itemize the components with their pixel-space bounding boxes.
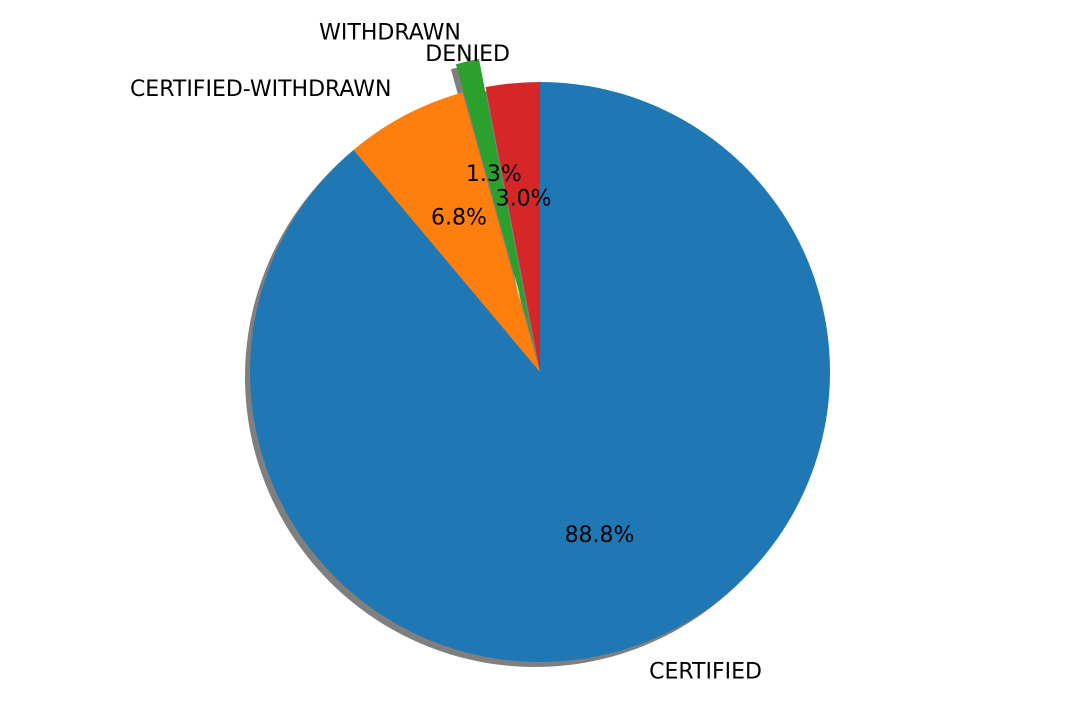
category-label-certified: CERTIFIED [649, 659, 762, 684]
percent-labels: 88.8% 6.8% 1.3%3.0% [431, 162, 634, 548]
pie-slice-certified-withdrawn [353, 92, 540, 372]
percent-label-certified: 88.8% [565, 523, 635, 548]
category-label-certified-withdrawn: CERTIFIED-WITHDRAWN [130, 77, 392, 102]
category-label-denied: DENIED [425, 42, 510, 67]
category-label-withdrawn: WITHDRAWN [319, 21, 461, 46]
category-labels: CERTIFIED CERTIFIED-WITHDRAWN WITHDRAWNDEN… [130, 21, 762, 685]
percent-label-withdrawn: 1.3% [466, 162, 522, 187]
percent-label-denied: 3.0% [496, 186, 552, 211]
pie-slice-denied [485, 82, 540, 372]
pie-slices [250, 58, 830, 662]
pie-slice-withdrawn [455, 58, 534, 344]
percent-label-certified-withdrawn: 6.8% [431, 206, 487, 231]
